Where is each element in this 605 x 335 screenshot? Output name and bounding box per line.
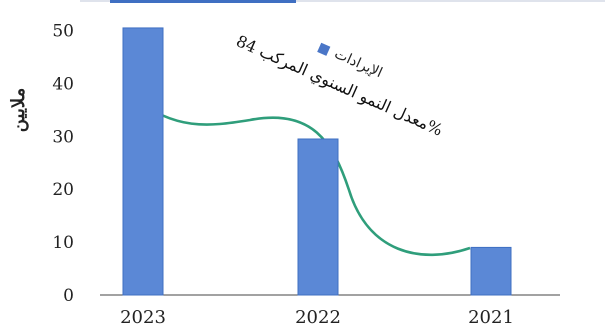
legend-marker (317, 42, 331, 56)
y-axis-ticks: 0 10 20 30 40 50 (52, 22, 74, 306)
x-tick-label-2023: 2023 (120, 307, 166, 328)
bar-2023 (122, 27, 164, 296)
y-tick-label: 50 (52, 22, 74, 42)
x-tick-label-2022: 2022 (295, 307, 341, 328)
y-tick-label: 20 (52, 180, 74, 200)
bar-2021 (470, 246, 512, 296)
y-tick-label: 30 (52, 127, 74, 147)
y-tick-label: 10 (52, 233, 74, 253)
y-tick-label: 40 (52, 74, 74, 94)
bar-2022 (297, 138, 339, 296)
y-axis-label: ملايين (8, 88, 29, 133)
y-tick-label: 0 (63, 286, 74, 306)
top-accent-bar (110, 0, 296, 3)
x-tick-label-2021: 2021 (468, 307, 514, 328)
bars-group (122, 27, 512, 296)
x-axis-labels: 2023 2022 2021 (120, 307, 514, 328)
